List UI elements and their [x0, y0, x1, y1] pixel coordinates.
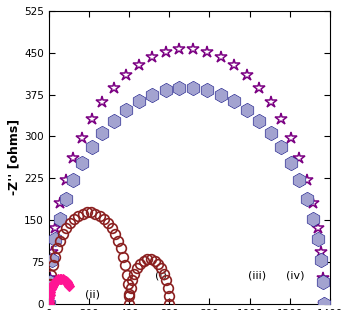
Text: (i): (i)	[155, 271, 167, 281]
Text: (iii): (iii)	[247, 271, 266, 281]
Y-axis label: -Z'' [ohms]: -Z'' [ohms]	[7, 119, 20, 195]
Text: (iv): (iv)	[286, 271, 304, 281]
Text: (ii): (ii)	[85, 289, 100, 299]
